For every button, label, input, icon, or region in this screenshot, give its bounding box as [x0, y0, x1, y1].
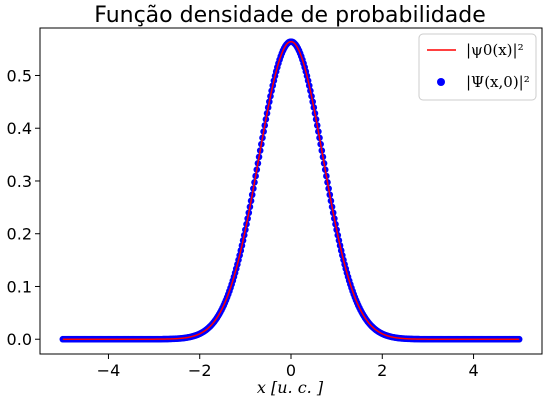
y-tick-label: 0.0: [7, 330, 32, 349]
x-axis-label: x [u. c. ]: [257, 378, 324, 397]
legend-label-scatter: |Ψ(x,0)|²: [466, 73, 530, 91]
legend: |ψ0(x)|² |Ψ(x,0)|²: [418, 33, 537, 101]
y-tick-label: 0.3: [7, 172, 32, 191]
x-tick-label: 4: [468, 361, 478, 380]
y-axis-ticks: 0.0 0.1 0.2 0.3 0.4 0.5: [7, 66, 40, 349]
y-tick-label: 0.2: [7, 225, 32, 244]
legend-marker-swatch: [437, 78, 445, 86]
y-tick-label: 0.5: [7, 66, 32, 85]
line-series-layer: [62, 40, 520, 340]
x-tick-label: −2: [188, 361, 212, 380]
chart-title: Função densidade de probabilidade: [94, 3, 486, 28]
x-tick-label: 0: [286, 361, 296, 380]
x-tick-label: 2: [377, 361, 387, 380]
series-line: [62, 40, 520, 340]
x-tick-label: −4: [97, 361, 121, 380]
y-tick-label: 0.1: [7, 277, 32, 296]
x-axis-ticks: −4 −2 0 2 4: [97, 354, 479, 380]
legend-label-line: |ψ0(x)|²: [466, 41, 524, 59]
y-tick-label: 0.4: [7, 119, 32, 138]
